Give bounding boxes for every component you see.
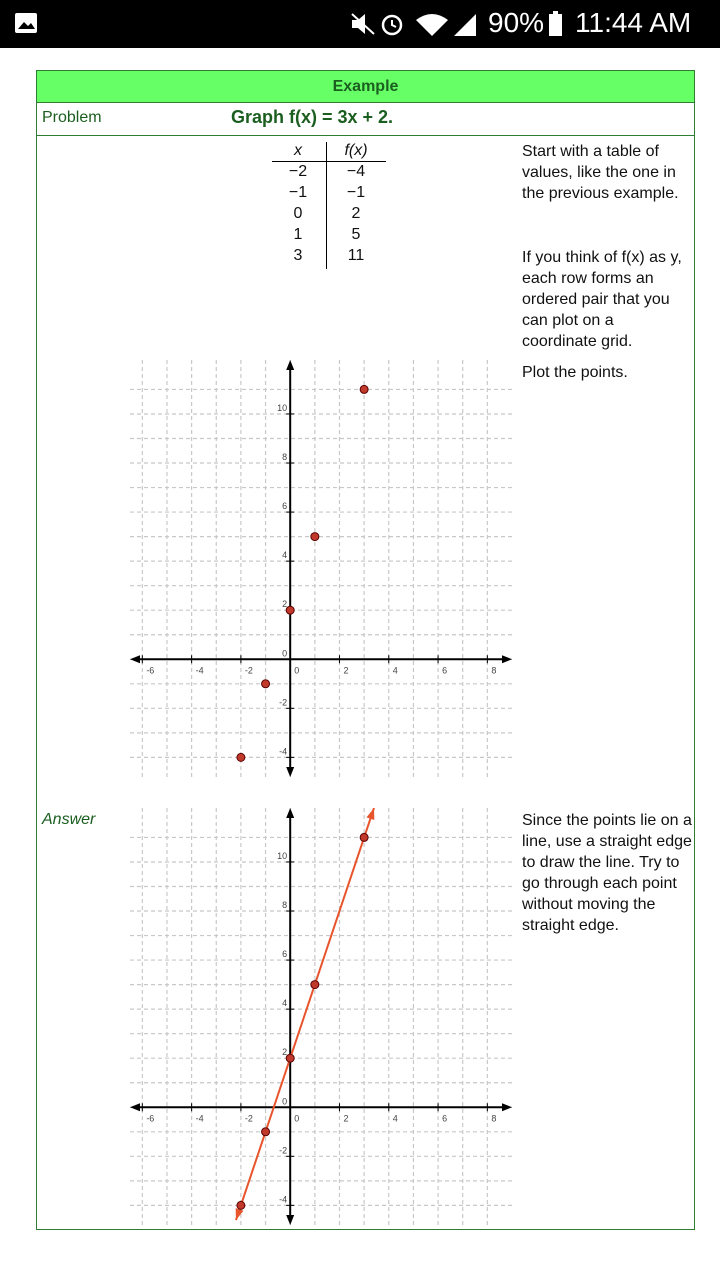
x-tick-label: -2: [245, 1113, 253, 1123]
x-tick-label: -6: [146, 665, 154, 675]
axis-arrow: [130, 808, 512, 1225]
graph: -6 -4 -2 0 2 4 6 8 -4 -2 0 2 4 6 8 10: [130, 808, 512, 1225]
table-cell: −4: [346, 163, 366, 180]
axis-arrow: [130, 360, 512, 777]
table-cell: 0: [293, 205, 303, 222]
x-tick-label: 6: [442, 1113, 447, 1123]
point: [359, 832, 369, 842]
point: [285, 605, 295, 615]
note: If you think of f(x) as y, each row form…: [522, 249, 682, 350]
note: Plot the points.: [522, 364, 628, 381]
point: [261, 679, 271, 689]
y-tick-label: 8: [282, 900, 287, 910]
table-cell: 2: [351, 205, 361, 222]
y-tick-label: -2: [279, 697, 287, 707]
line-arrow: [366, 808, 375, 820]
table-cell: f(x): [344, 142, 368, 159]
y-tick-label: 2: [282, 1047, 287, 1057]
note: Since the points lie on a line, use a st…: [522, 812, 692, 934]
table-rule: [272, 161, 386, 162]
problem-statement: Graph f(x) = 3x + 2.: [231, 107, 394, 127]
x-tick-label: 8: [491, 665, 496, 675]
table-cell: 1: [293, 226, 303, 243]
x-tick-label: 0: [294, 665, 299, 675]
line-arrow: [235, 1208, 244, 1221]
x-tick-label: -6: [146, 1113, 154, 1123]
y-tick-label: 4: [282, 998, 287, 1008]
y-tick-label: 2: [282, 599, 287, 609]
graph: -6 -4 -2 0 2 4 6 8 -4 -2 0 2 4 6 8 10: [130, 360, 512, 777]
x-tick-label: 4: [393, 1113, 398, 1123]
x-tick-label: 2: [343, 1113, 348, 1123]
battery-icon: [549, 11, 562, 36]
x-tick-label: -4: [196, 665, 204, 675]
y-tick-label: 10: [277, 851, 287, 861]
point: [236, 752, 246, 762]
table-cell: 3: [293, 247, 303, 264]
y-tick-label: 6: [282, 501, 287, 511]
x-tick-label: 6: [442, 665, 447, 675]
point: [261, 1127, 271, 1137]
status-bar: 90% 11:44 AM: [0, 0, 720, 48]
x-tick-label: -4: [196, 1113, 204, 1123]
value-table: x f(x) −2 −4 −1 −1 0 2 1 5 3 11: [272, 142, 386, 269]
problem-row: Problem Graph f(x) = 3x + 2.: [37, 103, 694, 136]
x-tick-label: -2: [245, 665, 253, 675]
y-tick-label: 6: [282, 949, 287, 959]
point: [310, 980, 320, 990]
x-tick-label: 8: [491, 1113, 496, 1123]
status-icons: [351, 13, 476, 36]
y-tick-label: 8: [282, 452, 287, 462]
battery-level: 90%: [488, 7, 545, 38]
y-tick-label: 10: [277, 403, 287, 413]
table-cell: −1: [346, 184, 366, 201]
table-cell: −1: [288, 184, 308, 201]
table-cell: 5: [351, 226, 361, 243]
y-tick-label: -4: [279, 1194, 287, 1204]
table-cell: x: [294, 142, 302, 159]
point: [285, 1053, 295, 1063]
point: [310, 532, 320, 542]
table-cell: −2: [288, 163, 308, 180]
y-tick-label: 0: [282, 648, 287, 658]
point: [359, 384, 369, 394]
example-header: Example: [37, 71, 694, 103]
y-tick-label: -2: [279, 1145, 287, 1155]
y-tick-label: -4: [279, 746, 287, 756]
example-box: [36, 70, 695, 1230]
x-tick-label: 4: [393, 665, 398, 675]
answer-label: Answer: [42, 811, 96, 828]
y-tick-label: 4: [282, 550, 287, 560]
gallery-icon: [15, 13, 37, 33]
line: [235, 808, 375, 1221]
problem-label: Problem: [42, 109, 102, 126]
y-tick-label: 0: [282, 1096, 287, 1106]
x-tick-label: 0: [294, 1113, 299, 1123]
note: Start with a table of values, like the o…: [522, 143, 679, 202]
table-cell: 11: [347, 247, 365, 264]
clock: 11:44 AM: [575, 7, 692, 38]
x-tick-label: 2: [343, 665, 348, 675]
table-divider: [326, 142, 327, 269]
point: [236, 1200, 246, 1210]
